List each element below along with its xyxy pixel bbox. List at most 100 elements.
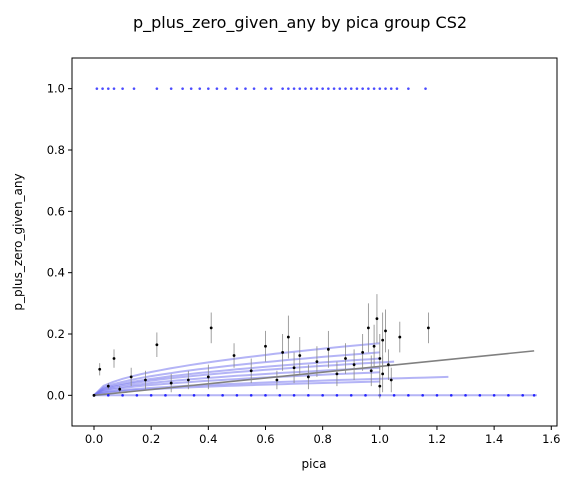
point-at-one-38 bbox=[389, 87, 393, 90]
fit-curve-6 bbox=[93, 375, 449, 397]
point-at-one-3 bbox=[112, 87, 116, 90]
x-tick-label-6: 1.2 bbox=[428, 432, 446, 446]
group-mean-19 bbox=[298, 354, 302, 357]
group-mean-12 bbox=[232, 354, 236, 357]
fit-curve-7 bbox=[93, 380, 380, 397]
group-mean-37 bbox=[389, 378, 393, 382]
group-mean-4 bbox=[118, 387, 122, 391]
x-axis-label: pica bbox=[302, 457, 327, 471]
point-at-zero-9 bbox=[221, 394, 224, 397]
point-at-zero-15 bbox=[307, 394, 310, 397]
group-mean-10 bbox=[206, 375, 210, 379]
x-tick-label-1: 0.2 bbox=[142, 432, 160, 446]
point-at-one-31 bbox=[349, 87, 353, 90]
group-mean-8 bbox=[169, 381, 173, 385]
point-at-one-8 bbox=[181, 87, 184, 90]
point-at-one-9 bbox=[189, 87, 193, 90]
point-at-one-28 bbox=[332, 87, 336, 90]
group-mean-21 bbox=[315, 360, 319, 363]
group-mean-1 bbox=[98, 367, 102, 371]
x-axis: 0.0 0.2 0.4 0.6 0.8 1.0 1.2 1.4 1.6 bbox=[85, 426, 560, 446]
point-at-one-16 bbox=[252, 87, 256, 90]
point-at-one-23 bbox=[304, 87, 307, 90]
plot-frame bbox=[71, 57, 558, 427]
point-at-zero-22 bbox=[407, 394, 410, 397]
group-mean-39 bbox=[426, 326, 430, 330]
x-tick-label-3: 0.6 bbox=[256, 432, 274, 446]
fit-curve-3 bbox=[93, 360, 395, 397]
point-at-one-27 bbox=[327, 87, 330, 90]
point-at-zero-3 bbox=[135, 394, 139, 397]
point-at-one-26 bbox=[321, 87, 324, 90]
point-at-one-22 bbox=[298, 87, 302, 90]
group-mean-5 bbox=[129, 375, 133, 379]
point-at-zero-19 bbox=[364, 394, 367, 397]
fit-curve-1 bbox=[93, 351, 380, 397]
point-at-one-29 bbox=[338, 87, 342, 90]
group-mean-17 bbox=[286, 335, 290, 339]
group-mean-13 bbox=[249, 369, 253, 373]
group-mean-32 bbox=[378, 357, 382, 360]
point-at-zero-4 bbox=[149, 394, 153, 397]
overall-fit-line bbox=[93, 350, 535, 397]
x-tick-label-4: 0.8 bbox=[313, 432, 331, 446]
group-mean-28 bbox=[369, 369, 373, 373]
point-at-zero-10 bbox=[235, 394, 239, 397]
point-at-one-10 bbox=[198, 87, 202, 90]
x-tick-label-2: 0.4 bbox=[199, 432, 217, 446]
group-mean-23 bbox=[335, 372, 339, 376]
point-at-zero-11 bbox=[249, 394, 253, 397]
point-at-zero-26 bbox=[464, 394, 467, 397]
point-at-zero-18 bbox=[349, 394, 353, 397]
point-at-one-32 bbox=[355, 87, 359, 90]
fit-curve-0 bbox=[93, 342, 380, 397]
point-at-one-39 bbox=[395, 87, 399, 90]
point-at-zero-13 bbox=[278, 394, 282, 397]
group-mean-27 bbox=[366, 326, 370, 330]
point-at-zero-16 bbox=[321, 394, 324, 397]
y-axis: 0.0 0.2 0.4 0.6 0.8 1.0 bbox=[47, 82, 72, 402]
point-at-one-33 bbox=[361, 87, 364, 90]
x-tick-label-8: 1.6 bbox=[542, 432, 560, 446]
point-at-one-4 bbox=[121, 87, 124, 90]
point-at-one-41 bbox=[424, 87, 427, 90]
y-tick-label-2: 0.4 bbox=[47, 266, 65, 280]
group-mean-26 bbox=[361, 351, 365, 354]
point-at-zero-8 bbox=[207, 394, 210, 397]
point-at-one-20 bbox=[287, 87, 290, 90]
y-tick-label-4: 0.8 bbox=[47, 143, 65, 157]
point-at-zero-29 bbox=[507, 394, 510, 397]
point-at-one-25 bbox=[315, 87, 319, 90]
group-mean-36 bbox=[386, 363, 390, 367]
group-mean-25 bbox=[352, 363, 356, 367]
y-tick-label-3: 0.6 bbox=[47, 204, 65, 218]
point-at-zero-5 bbox=[164, 394, 167, 397]
group-mean-0 bbox=[92, 393, 96, 397]
point-at-one-0 bbox=[95, 87, 99, 90]
y-tick-label-1: 0.2 bbox=[47, 327, 65, 341]
point-at-zero-14 bbox=[292, 394, 296, 397]
point-at-one-30 bbox=[344, 87, 347, 90]
point-at-one-18 bbox=[269, 87, 273, 90]
group-mean-30 bbox=[375, 317, 379, 321]
point-at-one-19 bbox=[281, 87, 284, 90]
point-at-zero-23 bbox=[421, 394, 424, 397]
group-mean-29 bbox=[372, 344, 376, 348]
group-mean-15 bbox=[275, 378, 279, 382]
point-at-one-37 bbox=[384, 87, 387, 90]
point-at-one-1 bbox=[101, 87, 104, 90]
group-mean-2 bbox=[106, 384, 110, 388]
group-mean-6 bbox=[144, 378, 147, 382]
fit-curve-2 bbox=[93, 357, 380, 397]
point-at-zero-2 bbox=[121, 394, 124, 397]
point-at-one-12 bbox=[215, 87, 219, 90]
point-at-one-15 bbox=[244, 87, 247, 90]
point-at-one-14 bbox=[235, 87, 239, 90]
group-mean-3 bbox=[112, 357, 116, 360]
point-at-zero-1 bbox=[106, 394, 110, 397]
point-at-one-17 bbox=[264, 87, 267, 90]
point-at-zero-17 bbox=[335, 394, 339, 397]
group-mean-16 bbox=[281, 351, 285, 354]
group-mean-31 bbox=[378, 384, 382, 388]
